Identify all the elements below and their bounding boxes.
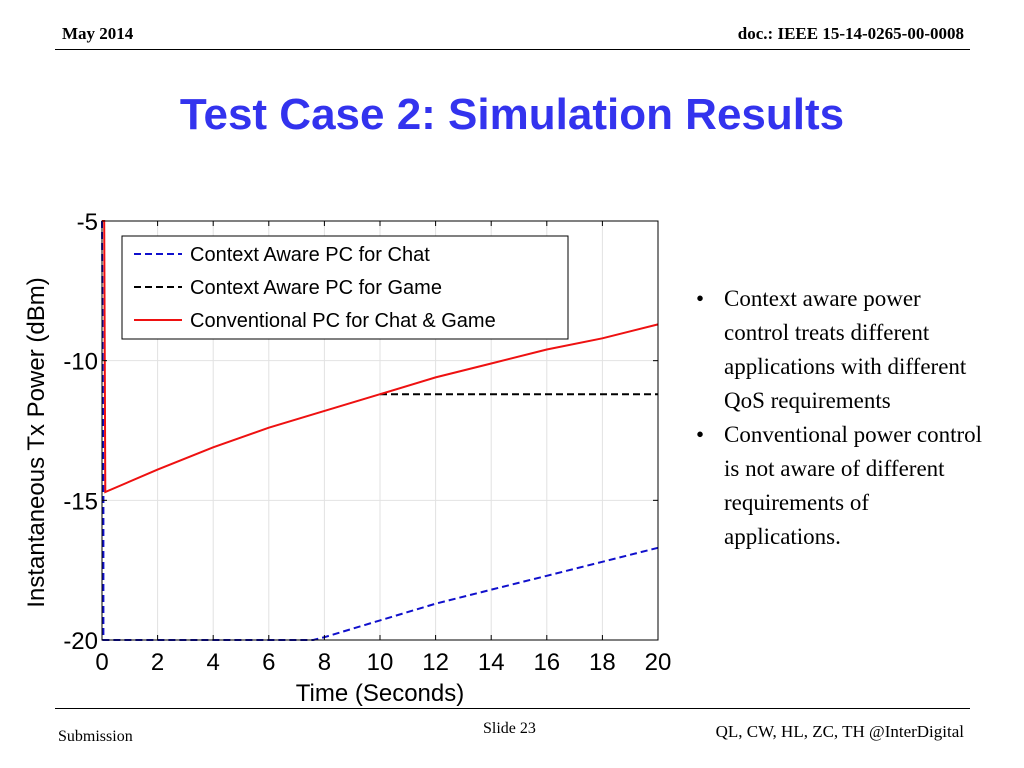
x-tick-label: 6	[262, 649, 275, 676]
bullet-item: Context aware power control treats diffe…	[690, 282, 990, 418]
slide-title: Test Case 2: Simulation Results	[179, 90, 845, 139]
header-doc-id: doc.: IEEE 15-14-0265-00-0008	[737, 24, 964, 43]
chart-legend: Context Aware PC for Chat Context Aware P…	[121, 235, 569, 340]
line-chart: 0 2 4 6 8 10 12 14 16 18 20 -5 -10 -15 -20 Context Awa…	[23, 209, 671, 707]
y-tick-label: -10	[63, 349, 98, 376]
y-axis-label: Instantaneous Tx Power (dBm)	[23, 277, 50, 607]
x-tick-label: 18	[589, 649, 616, 676]
bullet-list: Context aware power control treats diffe…	[690, 282, 990, 554]
legend-label: Conventional PC for Chat & Game	[190, 310, 496, 332]
footer-rule	[55, 708, 970, 709]
x-tick-label: 10	[367, 649, 394, 676]
bullet-item: Conventional power control is not aware …	[690, 418, 990, 554]
x-tick-label: 2	[151, 649, 164, 676]
y-tick-label: -5	[77, 209, 98, 236]
header-rule	[55, 49, 970, 50]
x-tick-label: 14	[478, 649, 505, 676]
x-tick-label: 8	[318, 649, 331, 676]
footer-submission: Submission	[58, 728, 133, 745]
header-date: May 2014	[62, 24, 134, 43]
series-line-3	[102, 220, 659, 494]
footer-slide-number: Slide 23	[483, 720, 536, 737]
footer-authors: QL, CW, HL, ZC, TH @InterDigital	[715, 722, 964, 741]
x-tick-label: 4	[207, 649, 220, 676]
x-tick-label: 16	[533, 649, 560, 676]
y-tick-label: -20	[63, 628, 98, 655]
x-tick-label: 12	[422, 649, 449, 676]
x-tick-label: 0	[95, 649, 108, 676]
chart-ticks: 0 2 4 6 8 10 12 14 16 18 20 -5 -10 -15 -20	[63, 209, 671, 676]
x-axis-label: Time (Seconds)	[296, 680, 465, 707]
legend-label: Context Aware PC for Game	[190, 277, 442, 299]
x-tick-label: 20	[645, 649, 672, 676]
legend-label: Context Aware PC for Chat	[190, 244, 430, 266]
chart-series	[101, 220, 659, 641]
legend-box	[121, 235, 569, 340]
series-line-1	[101, 220, 659, 641]
y-tick-label: -15	[63, 488, 98, 515]
